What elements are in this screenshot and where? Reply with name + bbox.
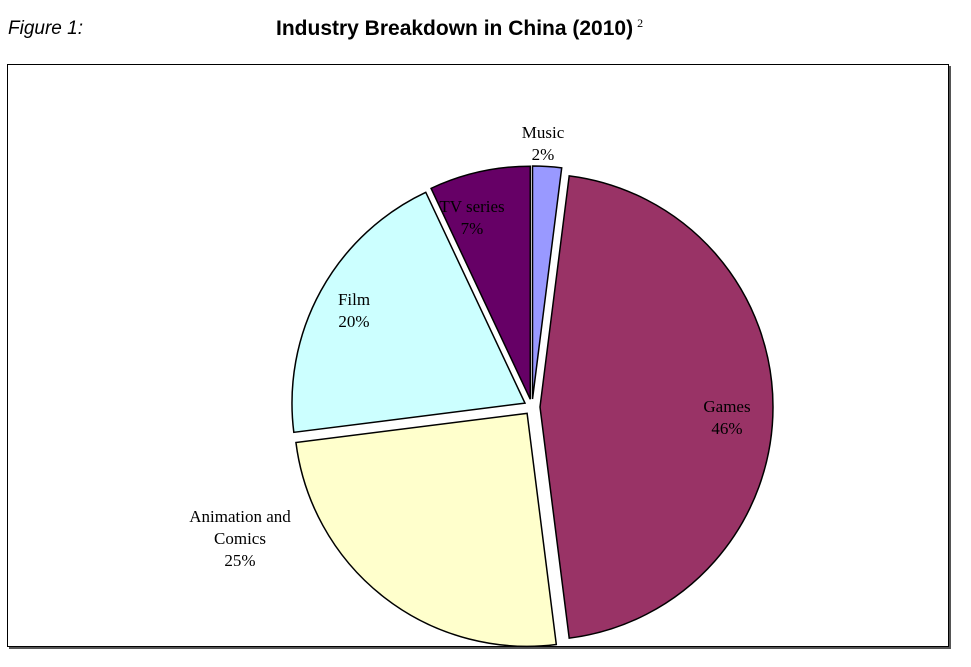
slice-label-music: Music 2% [522,123,565,164]
slice-value-music: 2% [532,145,555,164]
slice-value-games: 46% [711,419,742,438]
title-footnote: 2 [637,16,644,30]
slice-value-film: 20% [338,312,369,331]
slice-name-animation-and-comics: Comics [214,529,266,548]
pie-slice-games [539,174,774,640]
slice-label-animation-and-comics: Animation and Comics 25% [189,507,291,570]
slice-value-tv-series: 7% [461,219,484,238]
slice-label-tv-series: TV series 7% [439,197,504,238]
slice-name-games: Games [703,397,750,416]
pie-slice-tv-series [430,165,532,400]
chart-title-text: Industry Breakdown in China (2010) [276,17,634,40]
chart-title: Industry Breakdown in China (2010) 2 [276,16,643,41]
slice-name-animation-and-comics: Animation and [189,507,291,526]
slice-value-animation-and-comics: 25% [224,551,255,570]
slice-name-film: Film [338,290,370,309]
pie-slice-film [291,191,527,434]
figure-label: Figure 1: [8,18,83,39]
pie-slice-animation-and-comics [295,412,558,648]
slice-name-music: Music [522,123,565,142]
slice-label-games: Games 46% [703,397,750,438]
slice-name-tv-series: TV series [439,197,504,216]
pie-slice-music [531,165,563,400]
slice-label-film: Film 20% [338,290,370,331]
